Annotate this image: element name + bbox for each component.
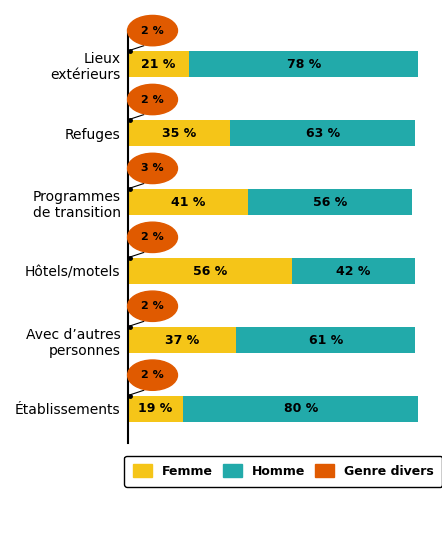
Text: 2 %: 2 %: [141, 232, 164, 242]
Ellipse shape: [128, 15, 178, 46]
Bar: [128, 396, 183, 422]
Bar: [230, 120, 415, 147]
Ellipse shape: [128, 222, 178, 253]
Ellipse shape: [128, 360, 178, 390]
Text: 41 %: 41 %: [171, 196, 205, 208]
Text: 2 %: 2 %: [141, 95, 164, 105]
Text: 35 %: 35 %: [162, 127, 196, 140]
Bar: [128, 327, 236, 353]
Text: 2 %: 2 %: [141, 301, 164, 311]
Bar: [292, 258, 415, 284]
Text: 3 %: 3 %: [141, 164, 164, 174]
Bar: [248, 189, 412, 215]
Legend: Femme, Homme, Genre divers: Femme, Homme, Genre divers: [124, 456, 442, 487]
Text: 56 %: 56 %: [193, 264, 227, 278]
Bar: [128, 189, 248, 215]
Text: 56 %: 56 %: [313, 196, 347, 208]
Text: 80 %: 80 %: [284, 403, 318, 415]
Text: 78 %: 78 %: [286, 58, 321, 71]
Text: 42 %: 42 %: [336, 264, 371, 278]
Bar: [128, 258, 292, 284]
Text: 2 %: 2 %: [141, 370, 164, 380]
Ellipse shape: [128, 85, 178, 114]
Bar: [128, 120, 230, 147]
Ellipse shape: [128, 291, 178, 321]
Bar: [183, 396, 418, 422]
Text: 37 %: 37 %: [165, 333, 199, 347]
Text: 63 %: 63 %: [306, 127, 340, 140]
Bar: [189, 51, 418, 77]
Text: 21 %: 21 %: [141, 58, 175, 71]
Bar: [128, 51, 189, 77]
Ellipse shape: [128, 153, 178, 184]
Text: 2 %: 2 %: [141, 25, 164, 35]
Bar: [236, 327, 415, 353]
Text: 61 %: 61 %: [309, 333, 343, 347]
Text: 19 %: 19 %: [138, 403, 172, 415]
